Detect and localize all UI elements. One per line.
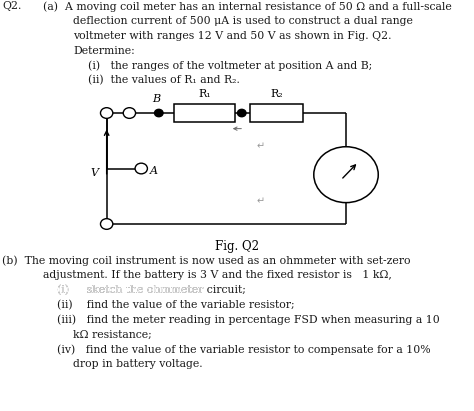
Text: Determine:: Determine:: [73, 46, 135, 55]
Text: R₁: R₁: [198, 89, 211, 99]
Text: (b)  The moving coil instrument is now used as an ohmmeter with set-zero: (b) The moving coil instrument is now us…: [2, 256, 411, 266]
Circle shape: [237, 109, 246, 117]
Text: (a)  A moving coil meter has an internal resistance of 50 Ω and a full-scale: (a) A moving coil meter has an internal …: [43, 1, 451, 12]
Text: drop in battery voltage.: drop in battery voltage.: [73, 359, 203, 369]
Text: Q2.: Q2.: [2, 1, 22, 11]
Text: ↵: ↵: [256, 196, 265, 206]
Text: (iii)   find the meter reading in percentage FSD when measuring a 10: (iii) find the meter reading in percenta…: [57, 315, 439, 326]
Text: kΩ resistance;: kΩ resistance;: [73, 330, 152, 339]
Text: (i)     sketch the ohmmeter: (i) sketch the ohmmeter: [57, 285, 207, 296]
Text: (ii)    find the value of the variable resistor;: (ii) find the value of the variable resi…: [57, 300, 294, 310]
Text: (i)     sketch the ohmmeter circuit;: (i) sketch the ohmmeter circuit;: [57, 285, 246, 296]
Text: (iv)   find the value of the variable resistor to compensate for a 10%: (iv) find the value of the variable resi…: [57, 344, 430, 355]
Text: B: B: [152, 94, 161, 104]
Text: adjustment. If the battery is 3 V and the fixed resistor is   1 kΩ,: adjustment. If the battery is 3 V and th…: [43, 270, 392, 280]
Bar: [174, 104, 235, 122]
Circle shape: [155, 109, 163, 117]
Bar: [250, 104, 303, 122]
Text: (ii)  the values of R₁ and R₂.: (ii) the values of R₁ and R₂.: [88, 75, 239, 85]
Text: A: A: [150, 166, 158, 175]
Text: V: V: [90, 168, 98, 178]
Text: Fig. Q2: Fig. Q2: [215, 240, 259, 254]
Text: (i)   the ranges of the voltmeter at position A and B;: (i) the ranges of the voltmeter at posit…: [88, 60, 372, 71]
Text: ↵: ↵: [256, 141, 265, 151]
Text: deflection current of 500 μA is used to construct a dual range: deflection current of 500 μA is used to …: [73, 16, 413, 26]
Text: R₂: R₂: [271, 89, 283, 99]
Text: voltmeter with ranges 12 V and 50 V as shown in Fig. Q2.: voltmeter with ranges 12 V and 50 V as s…: [73, 31, 392, 41]
